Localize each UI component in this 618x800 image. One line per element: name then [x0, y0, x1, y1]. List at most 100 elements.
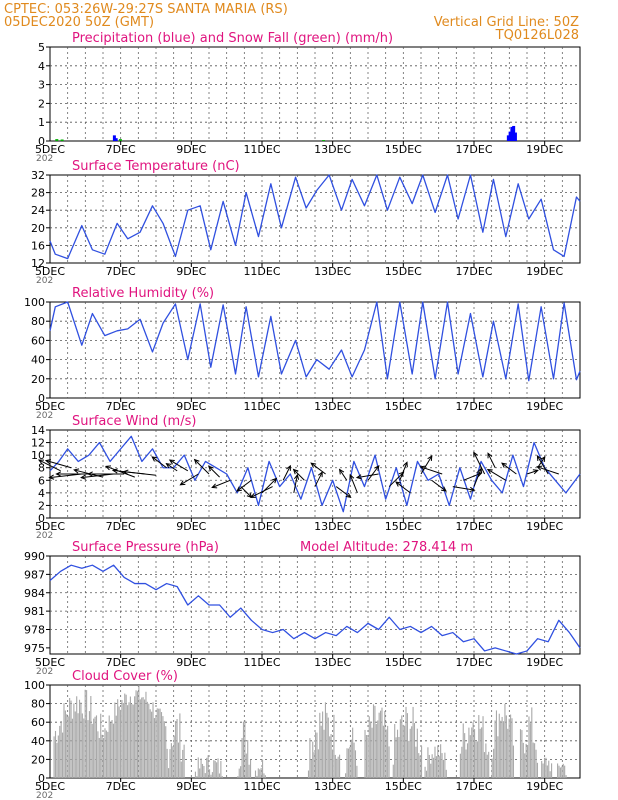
- cloud-bar: [532, 742, 534, 778]
- model-code: TQ0126L028: [495, 28, 579, 43]
- cloud-bar: [97, 731, 99, 778]
- cloud-bar: [197, 757, 199, 778]
- cloud-bar: [254, 770, 257, 778]
- cloud-bar: [378, 712, 380, 778]
- cloud-bar: [337, 756, 339, 778]
- cloud-bar: [549, 771, 551, 778]
- cloud-bar: [345, 773, 347, 778]
- cloud-bar: [485, 743, 487, 778]
- cloud-bar: [466, 743, 469, 778]
- cloud-bar: [121, 699, 123, 778]
- cloud-bar: [431, 754, 433, 778]
- precip-bar: [60, 139, 64, 141]
- wind-xtick-label: 9DEC: [176, 520, 206, 533]
- cloud-bar: [524, 753, 526, 778]
- cloud-bar: [214, 760, 216, 778]
- precip-xtick-label: 15DEC: [385, 143, 422, 156]
- wind-ytick-label: 10: [31, 449, 45, 462]
- wind-arrow-head: [165, 463, 172, 469]
- cloud-bar: [508, 718, 510, 778]
- cloud-bar: [472, 722, 474, 778]
- cloud-bar: [165, 726, 167, 778]
- wind-arrow: [151, 456, 167, 469]
- cloud-bar: [502, 721, 505, 778]
- rh-xtick-label: 9DEC: [176, 400, 206, 413]
- cloud-bar: [216, 762, 218, 778]
- precip-xtick-label: 5DEC: [35, 143, 65, 156]
- cloud-bar: [329, 736, 331, 778]
- rh-xtick-label: 19DEC: [526, 400, 563, 413]
- wind-year-fragment: 202: [36, 531, 53, 541]
- pressure-title: Surface Pressure (hPa): [72, 540, 219, 555]
- cloud-bar: [104, 728, 106, 778]
- precip-ytick-label: 4: [38, 60, 45, 73]
- cloud-bar: [478, 715, 480, 778]
- wind-xtick-label: 5DEC: [35, 520, 65, 533]
- wind-arrow-head: [55, 471, 62, 477]
- wind-arrow-head: [37, 459, 45, 465]
- wind-arrow: [105, 465, 135, 478]
- cloud-bar: [115, 715, 117, 778]
- wind-ytick-label: 0: [38, 512, 45, 525]
- cloud-bar: [380, 710, 382, 778]
- cloud-ytick-label: 20: [31, 753, 45, 766]
- cloud-bar: [399, 719, 401, 778]
- cloud-bar: [263, 773, 265, 778]
- cloud-bar: [434, 746, 436, 778]
- wind-arrow: [388, 471, 404, 487]
- cloud-bar: [128, 702, 130, 778]
- cloud-bar: [464, 733, 466, 778]
- cloud-bar: [124, 693, 126, 778]
- temp-xtick-label: 9DEC: [176, 265, 206, 278]
- station-header: CPTEC: 053:26W-29:27S SANTA MARIA (RS): [4, 2, 288, 17]
- wind-arrow: [180, 473, 199, 486]
- cloud-bar: [562, 763, 564, 778]
- wind-series-line: [49, 435, 581, 513]
- precip-bar: [510, 126, 514, 141]
- wind-arrow: [81, 473, 114, 479]
- cloud-bar: [173, 735, 175, 778]
- cloud-xtick-label: 15DEC: [385, 780, 422, 793]
- pressure-ytick-label: 990: [24, 550, 45, 563]
- wind-xtick-label: 15DEC: [385, 520, 422, 533]
- temp-ytick-label: 12: [31, 257, 45, 270]
- cloud-bar: [307, 770, 310, 778]
- cloud-bar: [323, 729, 325, 778]
- wind-arrow: [38, 459, 61, 472]
- cloud-bar: [511, 718, 513, 778]
- cloud-bar: [364, 729, 366, 778]
- wind-ytick-label: 4: [38, 487, 45, 500]
- cloud-bar: [160, 712, 163, 778]
- cloud-bar: [221, 776, 223, 778]
- cloud-bar: [501, 716, 503, 778]
- wind-arrow: [236, 479, 252, 492]
- cloud-bar: [199, 768, 201, 778]
- cloud-bar: [256, 775, 258, 778]
- cloud-bar: [53, 736, 55, 778]
- cloud-bar: [468, 727, 470, 778]
- cloud-bar: [483, 752, 486, 778]
- wind-arrow-head: [398, 471, 405, 478]
- temp-title: Surface Temperature (nC): [72, 159, 240, 174]
- wind-arrow: [367, 465, 380, 481]
- cloud-bar: [367, 737, 369, 778]
- cloud-bar: [237, 776, 239, 778]
- cloud-bar: [404, 725, 406, 778]
- precip-panel: 0 1 2 3 4 5 5DEC 7DEC 9DEC 11DEC 13DEC 15DEC 17DEC 19…: [35, 31, 581, 164]
- cloud-bar: [512, 745, 514, 778]
- cloud-bar: [166, 748, 168, 778]
- precip-xtick-label: 11DEC: [243, 143, 280, 156]
- cloud-bar: [430, 763, 432, 778]
- cloud-bar: [91, 723, 93, 778]
- cloud-bar: [71, 718, 74, 778]
- cloud-bar: [87, 720, 89, 778]
- cloud-bar: [257, 768, 259, 778]
- temp-xtick-label: 17DEC: [455, 265, 492, 278]
- rh-xtick-label: 11DEC: [243, 400, 280, 413]
- cloud-bar: [158, 708, 160, 778]
- cloud-bar: [309, 738, 311, 778]
- wind-arrow: [487, 453, 496, 468]
- rh-xtick-label: 17DEC: [455, 400, 492, 413]
- wind-arrow: [395, 481, 411, 494]
- wind-arrow-head: [122, 469, 129, 475]
